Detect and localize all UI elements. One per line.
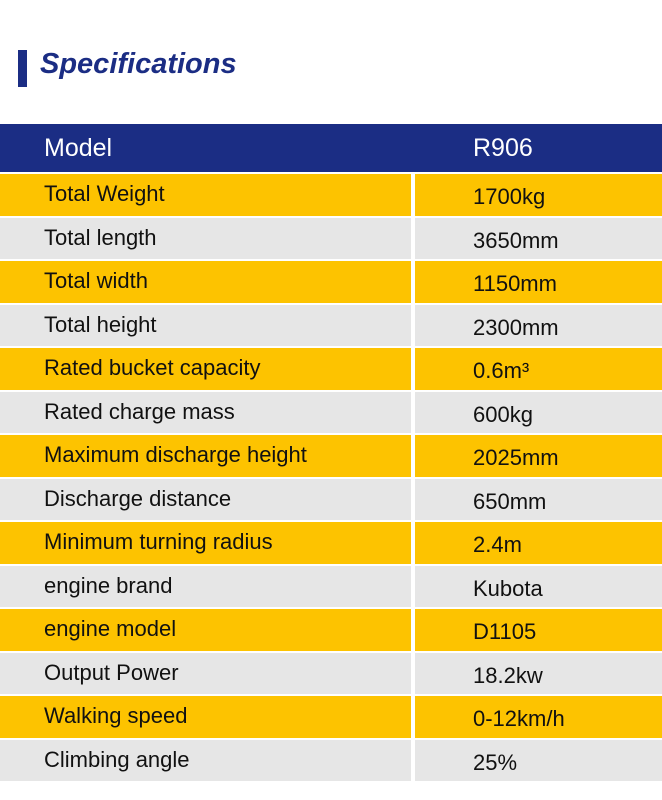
table-row: Output Power 18.2kw	[0, 652, 662, 694]
table-row: Walking speed 0-12km/h	[0, 696, 662, 738]
spec-value: 1700kg	[415, 174, 662, 216]
table-row: engine model D1105	[0, 609, 662, 651]
spec-label: Rated charge mass	[0, 391, 411, 433]
spec-label: Maximum discharge height	[0, 435, 411, 477]
table-row: Maximum discharge height 2025mm	[0, 435, 662, 477]
spec-label: Total Weight	[0, 174, 411, 216]
spec-value: 650mm	[415, 478, 662, 520]
header-label: Model	[44, 134, 113, 162]
spec-value: Kubota	[415, 565, 662, 607]
spec-label: Discharge distance	[0, 478, 411, 520]
table-row: Total height 2300mm	[0, 304, 662, 346]
spec-value: D1105	[415, 609, 662, 651]
table-row: Total Weight 1700kg	[0, 174, 662, 216]
spec-value: 2025mm	[415, 435, 662, 477]
table-row: Total width 1150mm	[0, 261, 662, 303]
spec-label: Total length	[0, 217, 411, 259]
spec-value: 0-12km/h	[415, 696, 662, 738]
title-accent-bar	[18, 50, 27, 87]
header-value: R906	[473, 134, 533, 162]
spec-value: 18.2kw	[415, 652, 662, 694]
table-row: Total length 3650mm	[0, 217, 662, 259]
spec-label: Output Power	[0, 652, 411, 694]
spec-label: Climbing angle	[0, 739, 411, 781]
page-title: Specifications	[40, 48, 237, 80]
spec-value: 3650mm	[415, 217, 662, 259]
spec-value: 2.4m	[415, 522, 662, 564]
spec-value: 600kg	[415, 391, 662, 433]
table-row: Rated bucket capacity 0.6m³	[0, 348, 662, 390]
spec-value: 25%	[415, 739, 662, 781]
spec-label: Walking speed	[0, 696, 411, 738]
table-row: engine brand Kubota	[0, 565, 662, 607]
spec-label: Total height	[0, 304, 411, 346]
spec-value: 1150mm	[415, 261, 662, 303]
spec-label: Minimum turning radius	[0, 522, 411, 564]
table-row: Discharge distance 650mm	[0, 478, 662, 520]
spec-label: engine brand	[0, 565, 411, 607]
spec-label: Total width	[0, 261, 411, 303]
table-row: Minimum turning radius 2.4m	[0, 522, 662, 564]
spec-table: Total Weight 1700kg Total length 3650mm Tota…	[0, 174, 662, 783]
table-row: Climbing angle 25%	[0, 739, 662, 781]
spec-label: engine model	[0, 609, 411, 651]
spec-value: 0.6m³	[415, 348, 662, 390]
spec-label: Rated bucket capacity	[0, 348, 411, 390]
table-header: Model R906	[0, 124, 662, 172]
table-row: Rated charge mass 600kg	[0, 391, 662, 433]
spec-value: 2300mm	[415, 304, 662, 346]
